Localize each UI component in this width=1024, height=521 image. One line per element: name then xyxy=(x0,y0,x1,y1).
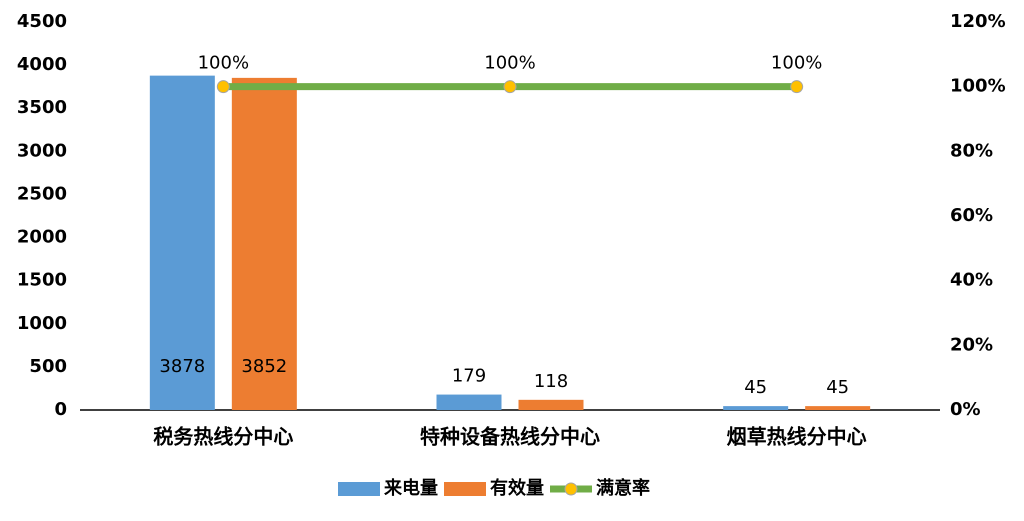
y2-tick-label: 120% xyxy=(950,11,1006,32)
y2-tick-label: 80% xyxy=(950,140,993,161)
y2-tick-label: 20% xyxy=(950,334,993,355)
bar xyxy=(723,406,789,410)
y-tick-label: 3000 xyxy=(17,140,67,161)
y-tick-label: 1000 xyxy=(17,313,67,334)
value-label: 100% xyxy=(198,53,249,74)
value-label: 179 xyxy=(452,366,486,387)
y-tick-label: 0 xyxy=(54,399,67,420)
legend-label: 满意率 xyxy=(596,477,650,499)
bar xyxy=(805,406,871,410)
y-tick-label: 500 xyxy=(29,356,67,377)
y-tick-label: 1500 xyxy=(17,270,67,291)
value-label: 100% xyxy=(771,53,822,74)
y2-tick-label: 0% xyxy=(950,399,981,420)
value-label: 45 xyxy=(744,377,767,398)
marker xyxy=(216,80,230,94)
x-tick-label: 特种设备热线分中心 xyxy=(420,425,600,449)
legend-swatch xyxy=(338,482,380,496)
marker xyxy=(790,80,804,94)
value-label: 118 xyxy=(534,371,568,392)
legend-swatch xyxy=(444,482,486,496)
value-label: 3852 xyxy=(241,356,287,377)
marker xyxy=(503,80,517,94)
y-tick-label: 4500 xyxy=(17,11,67,32)
legend-label: 有效量 xyxy=(490,477,544,499)
y2-tick-label: 100% xyxy=(950,76,1006,97)
value-label: 100% xyxy=(484,53,535,74)
y2-tick-label: 40% xyxy=(950,270,993,291)
y2-tick-label: 60% xyxy=(950,205,993,226)
x-tick-label: 税务热线分中心 xyxy=(153,425,293,449)
x-tick-label: 烟草热线分中心 xyxy=(727,425,867,449)
bar xyxy=(149,75,215,410)
y-tick-label: 2500 xyxy=(17,183,67,204)
y-tick-label: 3500 xyxy=(17,97,67,118)
bar xyxy=(518,399,584,410)
y-tick-label: 2000 xyxy=(17,227,67,248)
value-label: 3878 xyxy=(159,356,205,377)
y-tick-label: 4000 xyxy=(17,54,67,75)
legend-label: 来电量 xyxy=(383,477,438,499)
legend-marker xyxy=(564,482,578,496)
value-label: 45 xyxy=(826,377,849,398)
bar xyxy=(436,394,502,410)
bar xyxy=(231,77,297,410)
